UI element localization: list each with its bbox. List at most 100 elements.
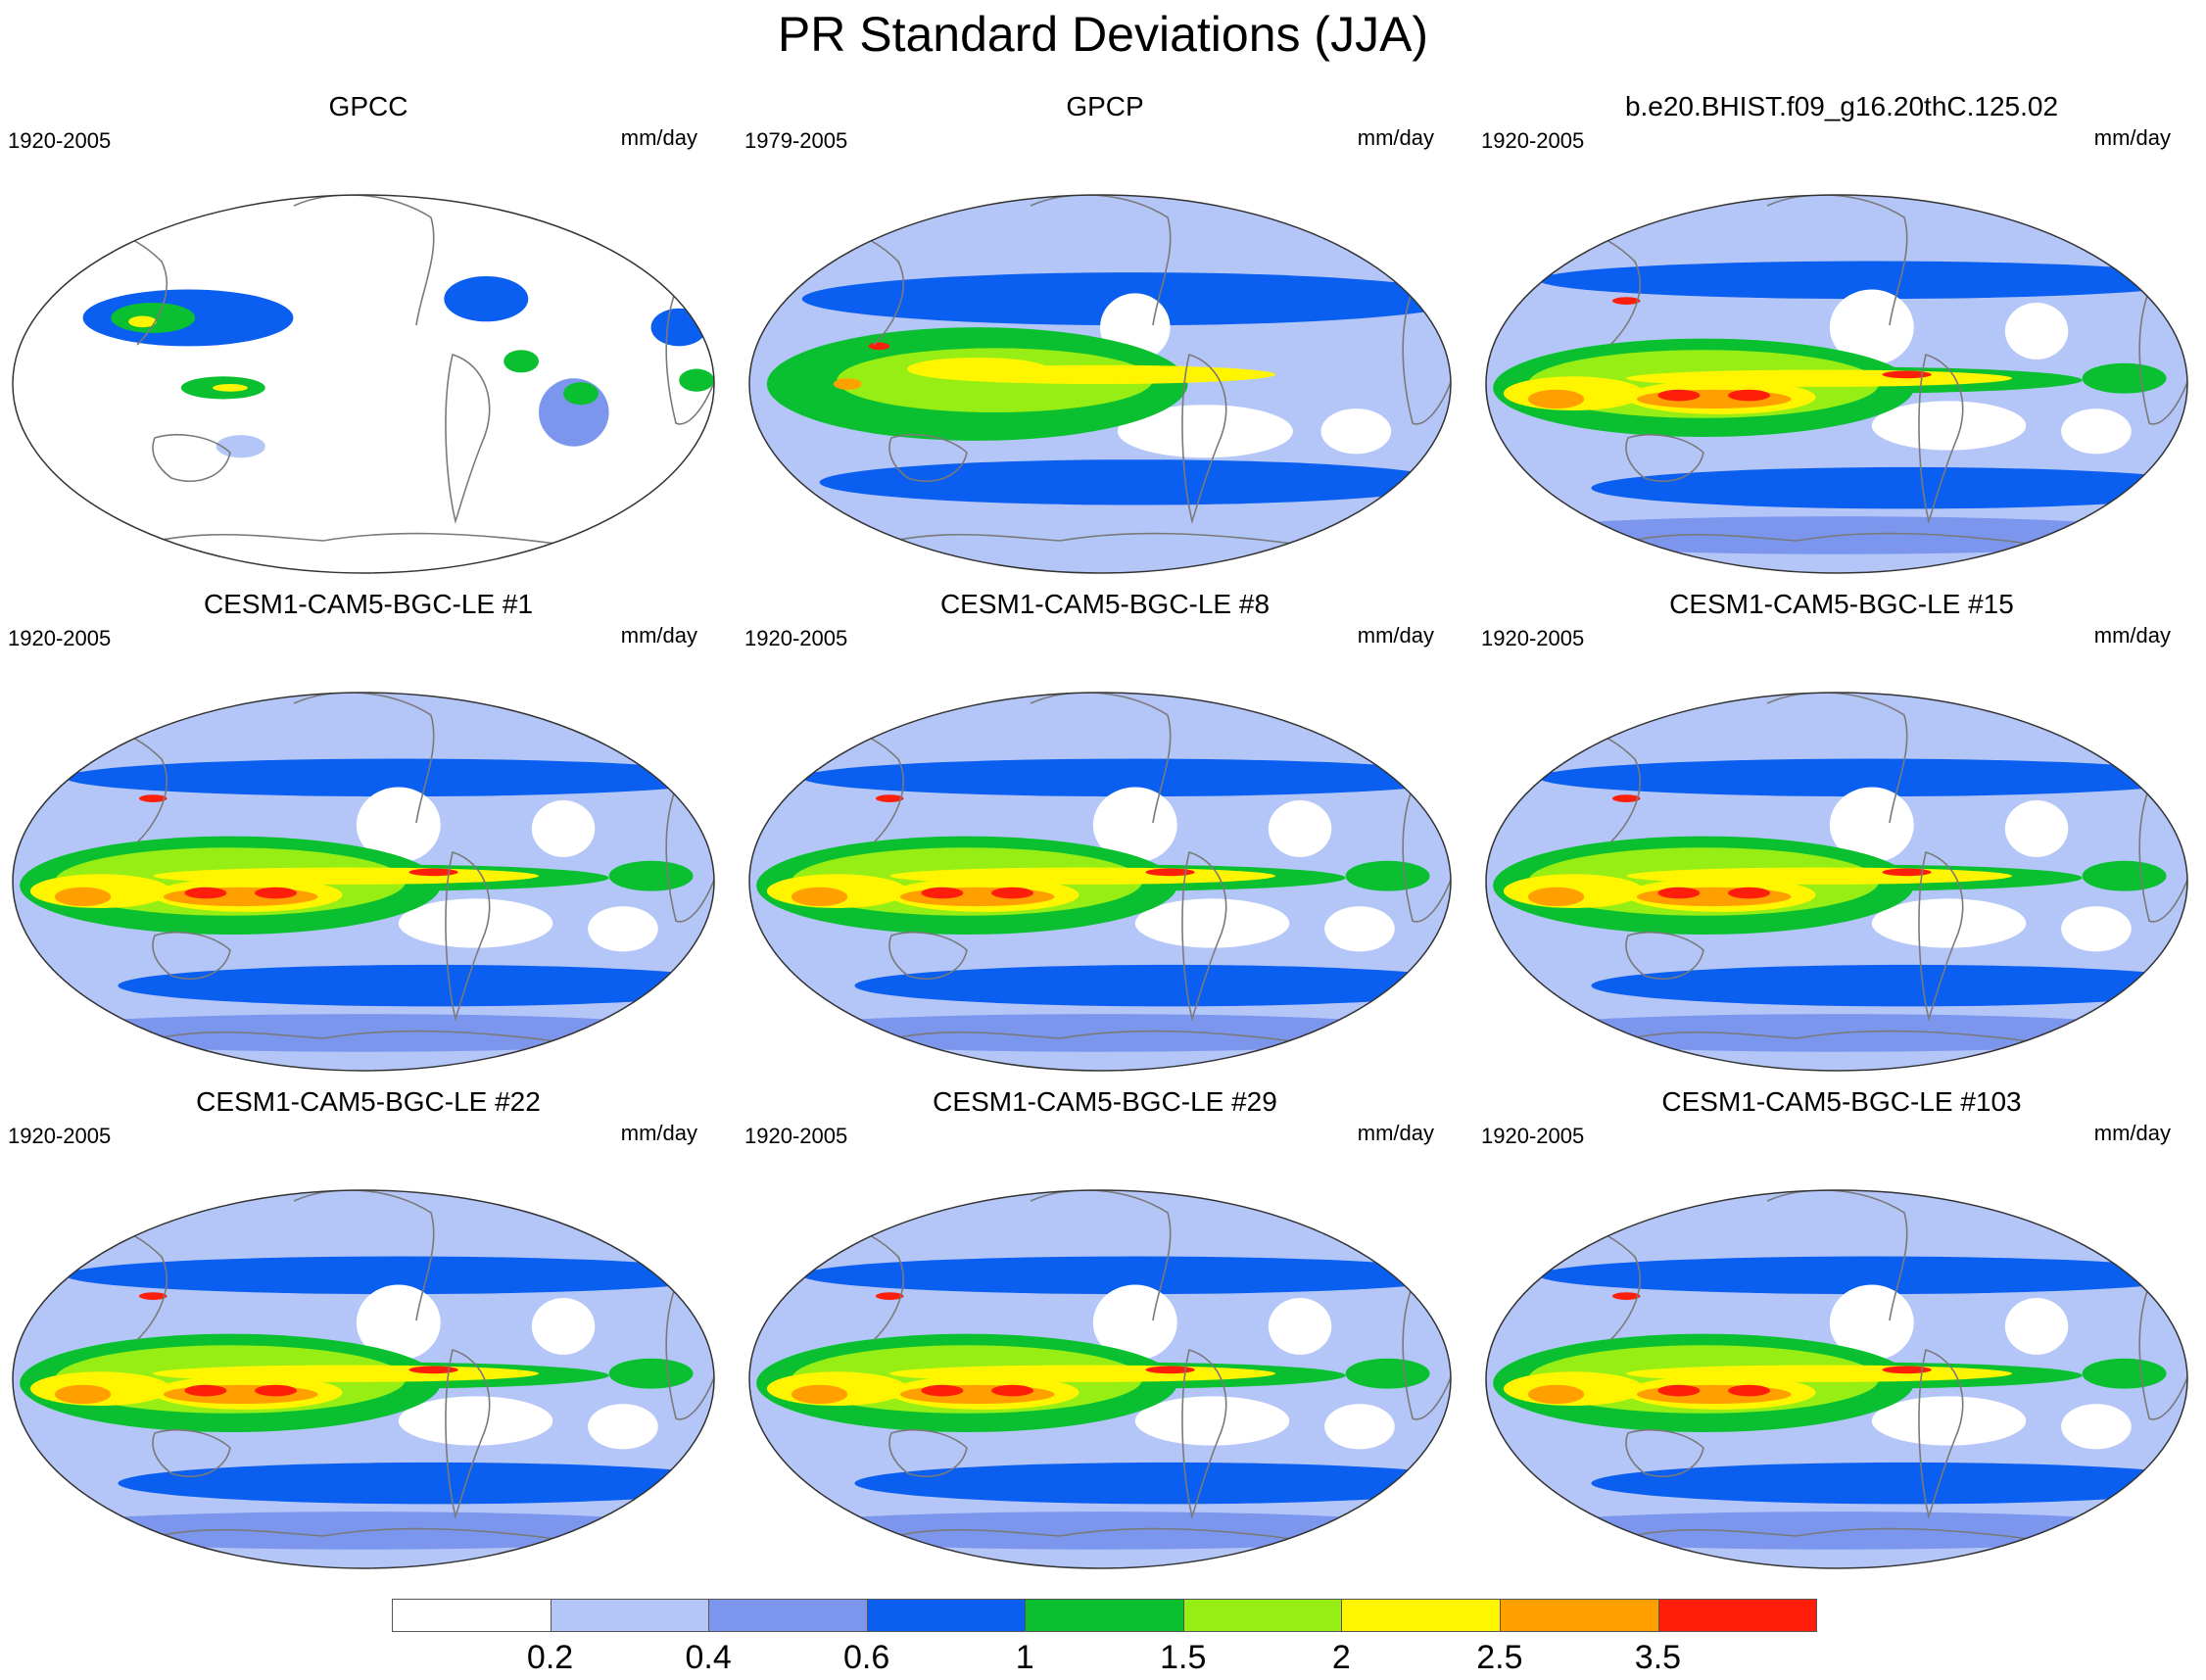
robinson-map — [1485, 194, 2188, 574]
south-america-coastline — [1918, 850, 1964, 1022]
south-pacific-dry-zone — [398, 898, 553, 948]
midlatitude-storm-band-north — [65, 1256, 714, 1295]
south-pacific-dry-zone — [1134, 1396, 1290, 1446]
panel-units: mm/day — [2093, 623, 2171, 648]
north-atlantic-dry-zone — [2004, 1298, 2069, 1355]
north-atlantic-dry-zone — [2004, 800, 2069, 857]
map-border — [1485, 1189, 2188, 1569]
australia-coastline — [888, 433, 968, 482]
south-america-coastline — [445, 850, 491, 1022]
atlantic-itcz — [608, 860, 694, 891]
panel-title: CESM1-CAM5-BGC-LE #15 — [1669, 589, 2014, 619]
pacific-itcz-red — [408, 1366, 458, 1374]
robinson-map — [12, 194, 715, 574]
panel-units: mm/day — [2093, 125, 2171, 150]
colorbar-label: 1.5 — [1160, 1639, 1207, 1676]
precip-field — [749, 195, 1451, 573]
panel-period: 1920-2005 — [1481, 1124, 1585, 1148]
indian-ocean-orange — [54, 887, 112, 907]
south-america-coastline — [1181, 850, 1227, 1022]
himalaya-red-arc — [138, 1292, 168, 1300]
midlatitude-storm-band-north — [65, 758, 714, 797]
south-america-green — [563, 382, 599, 406]
colorbar-label: 2 — [1331, 1639, 1351, 1676]
indian-ocean-orange — [791, 1384, 848, 1405]
atlantic-itcz — [2082, 1358, 2167, 1389]
south-pacific-dry-zone — [1871, 1396, 2027, 1446]
midlatitude-storm-band-south — [1591, 964, 2187, 1007]
warm-pool-red — [991, 1384, 1033, 1397]
robinson-map — [1485, 692, 2188, 1072]
indian-ocean-orange — [54, 1384, 112, 1405]
warm-pool-red — [255, 1384, 297, 1397]
himalaya-red-arc — [138, 794, 168, 802]
atlantic-itcz — [1345, 1358, 1430, 1389]
panel-period: 1920-2005 — [1481, 626, 1585, 650]
east-asia-yellow — [128, 315, 157, 328]
map-panel: CESM1-CAM5-BGC-LE #29 1920-2005 mm/day — [737, 1085, 1473, 1580]
south-atlantic-dry-zone — [2061, 906, 2132, 952]
midlatitude-storm-band-north — [1538, 758, 2187, 797]
panel-period: 1920-2005 — [1481, 128, 1585, 153]
north-atlantic-dry-zone — [1268, 800, 1332, 857]
panel-units: mm/day — [620, 623, 697, 648]
maritime-continent-red — [1657, 389, 1701, 402]
panel-title: CESM1-CAM5-BGC-LE #1 — [203, 589, 534, 619]
panel-units: mm/day — [1357, 125, 1434, 150]
panel-units: mm/day — [1357, 1121, 1434, 1145]
map-border — [12, 692, 715, 1072]
north-atlantic-dry-zone — [531, 800, 596, 857]
maritime-continent-red — [921, 1384, 964, 1397]
panel-units: mm/day — [2093, 1121, 2171, 1145]
north-america-blue — [444, 275, 529, 322]
indian-ocean-orange — [833, 378, 862, 390]
midlatitude-storm-band-north — [801, 1256, 1451, 1295]
pacific-itcz-red — [1882, 1366, 1932, 1374]
south-atlantic-dry-zone — [2061, 1404, 2132, 1450]
warm-pool-red — [991, 887, 1033, 899]
south-atlantic-dry-zone — [1324, 906, 1395, 952]
map-panel: CESM1-CAM5-BGC-LE #15 1920-2005 mm/day — [1473, 588, 2206, 1082]
south-pacific-dry-zone — [398, 1396, 553, 1446]
precip-field — [13, 693, 714, 1071]
warm-pool-red — [1728, 389, 1770, 402]
india-red — [868, 342, 890, 351]
colorbar-box — [1499, 1599, 1659, 1632]
colorbar-box — [1182, 1599, 1343, 1632]
himalaya-red-arc — [1611, 297, 1641, 305]
map-border — [1485, 194, 2188, 574]
map-border — [1485, 692, 2188, 1072]
south-pacific-dry-zone — [1871, 401, 2027, 451]
colorbar — [392, 1599, 1818, 1634]
australia-coastline — [152, 1428, 231, 1477]
warm-pool-red — [1728, 887, 1770, 899]
midlatitude-storm-band-south — [854, 964, 1451, 1007]
africa-green — [679, 368, 714, 392]
south-atlantic-dry-zone — [2061, 408, 2132, 455]
north-atlantic-dry-zone — [531, 1298, 596, 1355]
warm-pool-orange — [1636, 389, 1792, 409]
australia-coastline — [1625, 1428, 1704, 1477]
south-pacific-dry-zone — [1871, 898, 2027, 948]
south-atlantic-dry-zone — [1324, 1404, 1395, 1450]
map-panel: CESM1-CAM5-BGC-LE #8 1920-2005 mm/day — [737, 588, 1473, 1082]
atlantic-itcz — [2082, 362, 2167, 394]
colorbar-label: 0.4 — [685, 1639, 732, 1676]
maritime-continent-red — [184, 1384, 227, 1397]
warm-pool-orange — [163, 1384, 318, 1405]
midlatitude-storm-band-south — [854, 1462, 1451, 1505]
south-pacific-dry-zone — [1117, 405, 1293, 458]
south-america-coastline — [1181, 1348, 1227, 1519]
himalaya-red-arc — [875, 794, 904, 802]
north-atlantic-dry-zone — [1268, 1298, 1332, 1355]
panel-units: mm/day — [620, 1121, 697, 1145]
colorbar-label: 3.5 — [1634, 1639, 1682, 1676]
map-border — [12, 1189, 715, 1569]
panel-units: mm/day — [1357, 623, 1434, 648]
robinson-map — [1485, 1189, 2188, 1569]
precip-field — [1486, 195, 2187, 573]
colorbar-box — [708, 1599, 868, 1632]
robinson-map — [12, 692, 715, 1072]
colorbar-box — [1341, 1599, 1501, 1632]
colorbar-box — [1025, 1599, 1184, 1632]
